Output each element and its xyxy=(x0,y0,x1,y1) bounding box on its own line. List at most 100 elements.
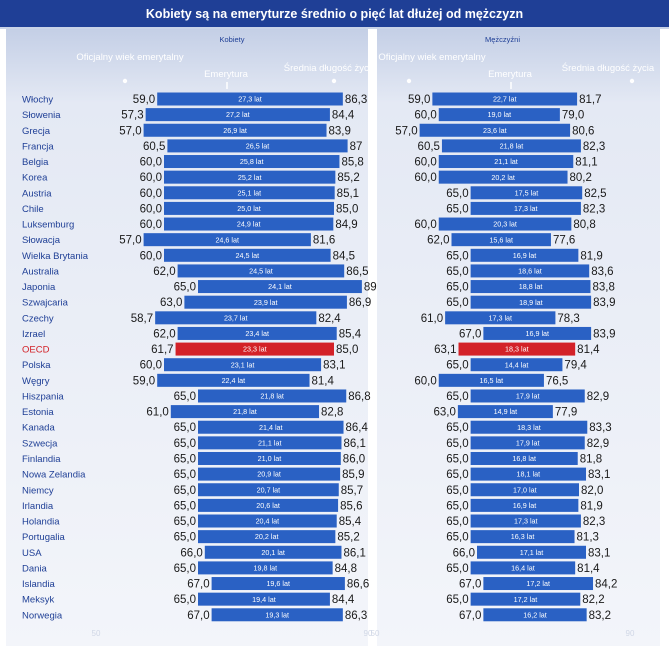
retirement-years-label: 19,6 lat xyxy=(266,579,290,588)
official-age-value: 60,0 xyxy=(140,203,162,215)
official-age-value: 60,0 xyxy=(414,375,436,387)
life-expectancy-value: 85,2 xyxy=(337,532,359,544)
retirement-years-label: 21,1 lat xyxy=(494,157,518,166)
retirement-bar xyxy=(198,483,339,497)
life-expectancy-value: 77,6 xyxy=(553,235,575,247)
retirement-years-label: 16,9 lat xyxy=(513,251,537,260)
retirement-years-label: 20,3 lat xyxy=(493,220,517,229)
life-expectancy-value: 81,3 xyxy=(577,532,599,544)
life-expectancy-value: 83,6 xyxy=(591,266,613,278)
official-age-value: 63,1 xyxy=(434,344,456,356)
official-age-value: 65,0 xyxy=(174,469,196,481)
official-age-value: 67,0 xyxy=(187,579,209,591)
life-expectancy-value: 81,7 xyxy=(579,94,601,106)
life-expectancy-value: 85,0 xyxy=(336,203,358,215)
life-expectancy-value: 83,2 xyxy=(589,610,611,622)
official-age-value: 65,0 xyxy=(446,532,468,544)
retirement-years-label: 21,8 lat xyxy=(233,407,257,416)
retirement-years-label: 16,9 lat xyxy=(525,329,549,338)
retirement-years-label: 18,6 lat xyxy=(518,267,542,276)
official-age-value: 65,0 xyxy=(174,438,196,450)
retirement-bar xyxy=(470,530,575,544)
official-age-value: 60,0 xyxy=(414,157,436,169)
life-expectancy-value: 82,3 xyxy=(583,141,605,153)
retirement-years-label: 19,4 lat xyxy=(252,595,276,604)
official-age-value: 67,0 xyxy=(187,610,209,622)
official-age-value: 65,0 xyxy=(174,532,196,544)
row-label: Portugalia xyxy=(22,532,65,543)
retirement-bar xyxy=(177,326,337,340)
retirement-years-label: 21,8 lat xyxy=(500,141,524,150)
header-official-age-women: Oficjalny wiek emerytalny xyxy=(76,52,183,63)
retirement-bar xyxy=(470,483,579,497)
row-label: Norwegia xyxy=(22,610,63,621)
life-expectancy-value: 82,4 xyxy=(318,313,341,325)
retirement-bar xyxy=(198,436,342,450)
official-age-value: 65,0 xyxy=(446,266,468,278)
life-expectancy-value: 86,5 xyxy=(346,266,368,278)
official-age-value: 60,0 xyxy=(414,172,436,184)
life-expectancy-value: 83,1 xyxy=(588,547,610,559)
retirement-bar xyxy=(157,373,310,387)
official-age-value: 60,0 xyxy=(140,219,162,231)
row-label: Francja xyxy=(22,141,54,152)
retirement-years-label: 22,7 lat xyxy=(493,95,517,104)
retirement-bar xyxy=(164,358,322,372)
retirement-years-label: 17,3 lat xyxy=(488,313,512,322)
life-expectancy-value: 82,2 xyxy=(582,594,604,606)
life-expectancy-value: 85,1 xyxy=(337,188,359,200)
retirement-bar xyxy=(470,561,576,575)
official-age-value: 65,0 xyxy=(446,485,468,497)
retirement-bar xyxy=(167,139,348,153)
retirement-years-label: 20,9 lat xyxy=(257,470,281,479)
life-expectancy-value: 82,3 xyxy=(583,203,605,215)
life-expectancy-value: 86,9 xyxy=(349,297,371,309)
retirement-bar xyxy=(483,326,592,340)
panel-title-men: Mężczyźni xyxy=(485,35,520,44)
row-label: Australia xyxy=(22,266,60,277)
official-age-value: 62,0 xyxy=(153,328,175,340)
life-expectancy-value: 76,5 xyxy=(546,375,568,387)
life-expectancy-value: 84,2 xyxy=(595,579,617,591)
retirement-bar xyxy=(164,201,334,215)
official-age-value: 65,0 xyxy=(446,282,468,294)
retirement-years-label: 17,2 lat xyxy=(514,595,538,604)
life-expectancy-value: 85,0 xyxy=(336,344,358,356)
retirement-years-label: 19,0 lat xyxy=(488,110,512,119)
retirement-years-label: 17,9 lat xyxy=(516,392,540,401)
retirement-years-label: 23,4 lat xyxy=(245,329,269,338)
official-age-value: 63,0 xyxy=(160,297,182,309)
retirement-bar xyxy=(164,170,336,184)
life-expectancy-value: 85,7 xyxy=(341,485,363,497)
official-age-value: 65,0 xyxy=(446,203,468,215)
life-expectancy-value: 78,3 xyxy=(557,313,579,325)
header-life-expectancy-women: Średnia długość życia xyxy=(284,62,377,74)
row-label: Szwajcaria xyxy=(22,298,69,309)
retirement-years-label: 18,3 lat xyxy=(505,345,529,354)
retirement-years-label: 25,2 lat xyxy=(238,173,262,182)
retirement-years-label: 19,8 lat xyxy=(254,564,278,573)
retirement-bar xyxy=(198,592,330,606)
life-expectancy-value: 82,9 xyxy=(587,391,609,403)
retirement-years-label: 21,0 lat xyxy=(258,454,282,463)
life-expectancy-value: 85,9 xyxy=(342,469,364,481)
retirement-bar xyxy=(211,608,343,622)
life-expectancy-value: 86,8 xyxy=(348,391,370,403)
header-dot-life-expectancy-women xyxy=(331,78,337,84)
official-age-value: 65,0 xyxy=(174,500,196,512)
life-expectancy-value: 86,1 xyxy=(343,547,365,559)
official-age-value: 60,0 xyxy=(414,110,436,122)
retirement-bar xyxy=(198,530,336,544)
life-expectancy-value: 84,5 xyxy=(333,250,355,262)
retirement-years-label: 21,4 lat xyxy=(259,423,283,432)
retirement-bar xyxy=(470,248,579,262)
official-age-value: 66,0 xyxy=(453,547,475,559)
life-expectancy-value: 81,4 xyxy=(577,344,600,356)
life-expectancy-value: 86,6 xyxy=(347,579,369,591)
row-label: Hiszpania xyxy=(22,391,64,402)
retirement-years-label: 27,2 lat xyxy=(226,110,250,119)
retirement-bar-highlight xyxy=(458,342,576,356)
retirement-bar xyxy=(143,123,327,137)
retirement-bar xyxy=(170,405,320,419)
